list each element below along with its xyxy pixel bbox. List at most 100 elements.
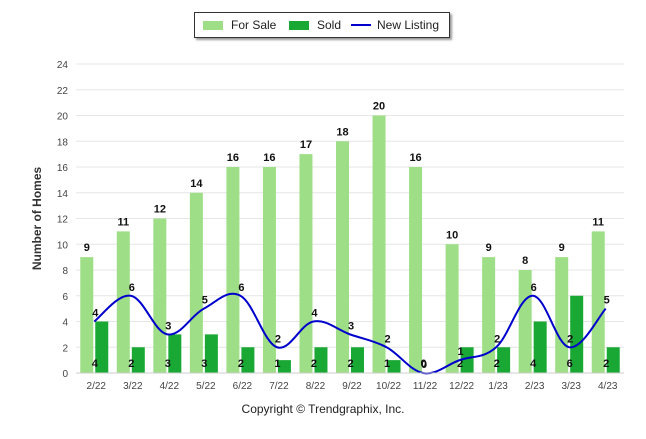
bar-for-sale — [80, 257, 94, 373]
x-tick-label: 9/22 — [342, 381, 362, 392]
data-label-for-sale: 8 — [522, 255, 528, 267]
bar-sold — [570, 295, 584, 373]
legend-label-sold: Sold — [317, 18, 342, 32]
bar-sold — [241, 347, 255, 373]
data-label-for-sale: 18 — [336, 126, 348, 138]
data-label-for-sale: 9 — [559, 242, 565, 254]
data-label-sold: 3 — [165, 358, 171, 370]
data-label-new-listing: 6 — [238, 282, 244, 294]
y-tick-label: 16 — [57, 163, 69, 174]
x-tick-label: 5/22 — [196, 381, 216, 392]
data-label-new-listing: 3 — [165, 320, 171, 332]
data-label-sold: 2 — [238, 358, 244, 370]
data-label-sold: 4 — [92, 358, 99, 370]
data-label-for-sale: 12 — [154, 204, 166, 216]
x-tick-label: 3/23 — [561, 381, 581, 392]
y-tick-label: 12 — [57, 215, 69, 226]
bar-sold — [460, 347, 474, 373]
data-label-new-listing: 2 — [494, 333, 500, 345]
bar-sold — [204, 334, 218, 373]
bar-for-sale — [409, 167, 423, 373]
y-tick-label: 4 — [62, 318, 68, 329]
data-label-new-listing: 4 — [92, 308, 99, 320]
bar-for-sale — [555, 257, 569, 373]
data-label-new-listing: 6 — [129, 282, 135, 294]
data-label-for-sale: 9 — [486, 242, 492, 254]
legend-label-new-listing: New Listing — [377, 18, 440, 32]
line-new-listing — [93, 292, 607, 375]
bar-for-sale — [482, 257, 496, 373]
x-tick-label: 2/22 — [87, 381, 107, 392]
data-label-sold: 4 — [530, 358, 537, 370]
x-tick-label: 11/22 — [413, 381, 438, 392]
bar-for-sale — [299, 154, 313, 373]
bar-sold — [95, 321, 109, 373]
data-label-sold: 3 — [201, 358, 207, 370]
bar-for-sale — [336, 141, 349, 373]
data-label-for-sale: 10 — [446, 229, 458, 241]
x-tick-label: 10/22 — [376, 381, 401, 392]
data-label-for-sale: 17 — [300, 139, 312, 151]
bar-for-sale — [116, 231, 130, 373]
data-label-for-sale: 20 — [373, 101, 385, 113]
data-label-sold: 2 — [494, 358, 500, 370]
data-label-new-listing: 3 — [348, 320, 354, 332]
data-label-sold: 0 — [421, 358, 427, 370]
legend-swatch-for-sale — [203, 21, 223, 30]
x-tick-label: 4/22 — [160, 381, 180, 392]
x-tick-label: 8/22 — [306, 381, 326, 392]
bar-for-sale — [153, 218, 167, 373]
data-label-sold: 1 — [384, 358, 390, 370]
bar-sold — [277, 360, 291, 373]
data-label-new-listing: 5 — [202, 295, 208, 307]
y-tick-label: 22 — [57, 86, 69, 97]
bar-sold — [131, 347, 145, 373]
legend: For Sale Sold New Listing — [194, 12, 450, 38]
bar-for-sale — [189, 192, 203, 373]
x-tick-label: 2/23 — [525, 381, 545, 392]
bar-sold — [168, 334, 182, 373]
y-tick-label: 18 — [57, 137, 69, 148]
legend-label-for-sale: For Sale — [231, 18, 277, 32]
y-axis-label: Number of Homes — [30, 167, 44, 271]
y-tick-label: 14 — [57, 189, 69, 200]
data-label-sold: 6 — [567, 358, 573, 370]
data-label-sold: 2 — [128, 358, 134, 370]
legend-line-new-listing — [351, 24, 371, 26]
bar-sold — [387, 360, 401, 373]
data-label-for-sale: 9 — [84, 242, 90, 254]
bar-sold — [497, 347, 511, 373]
bar-for-sale — [518, 270, 532, 373]
bar-for-sale — [262, 167, 276, 373]
data-label-for-sale: 11 — [592, 216, 604, 228]
bar-sold — [533, 321, 547, 373]
data-label-for-sale: 16 — [263, 152, 275, 164]
data-label-for-sale: 14 — [190, 178, 203, 190]
bar-sold — [351, 347, 364, 373]
y-tick-label: 10 — [57, 240, 69, 251]
data-label-for-sale: 16 — [409, 152, 421, 164]
data-label-for-sale: 16 — [227, 152, 239, 164]
bar-for-sale — [226, 167, 240, 373]
data-label-new-listing: 6 — [531, 282, 537, 294]
y-tick-label: 6 — [62, 292, 68, 303]
data-label-sold: 2 — [603, 358, 609, 370]
y-tick-label: 2 — [62, 343, 68, 354]
y-tick-label: 20 — [57, 112, 69, 123]
data-label-new-listing: 5 — [604, 295, 610, 307]
data-label-sold: 2 — [457, 358, 463, 370]
bar-for-sale — [591, 231, 605, 373]
data-label-new-listing: 1 — [458, 346, 464, 358]
data-label-new-listing: 4 — [311, 308, 318, 320]
data-label-for-sale: 11 — [117, 216, 129, 228]
data-label-new-listing: 0 — [421, 359, 427, 371]
legend-swatch-sold — [289, 21, 309, 30]
x-tick-label: 12/22 — [449, 381, 474, 392]
data-label-sold: 2 — [311, 358, 317, 370]
data-label-sold: 1 — [274, 358, 280, 370]
data-label-sold: 2 — [347, 358, 353, 370]
data-label-new-listing: 2 — [275, 333, 281, 345]
x-tick-label: 1/23 — [488, 381, 508, 392]
